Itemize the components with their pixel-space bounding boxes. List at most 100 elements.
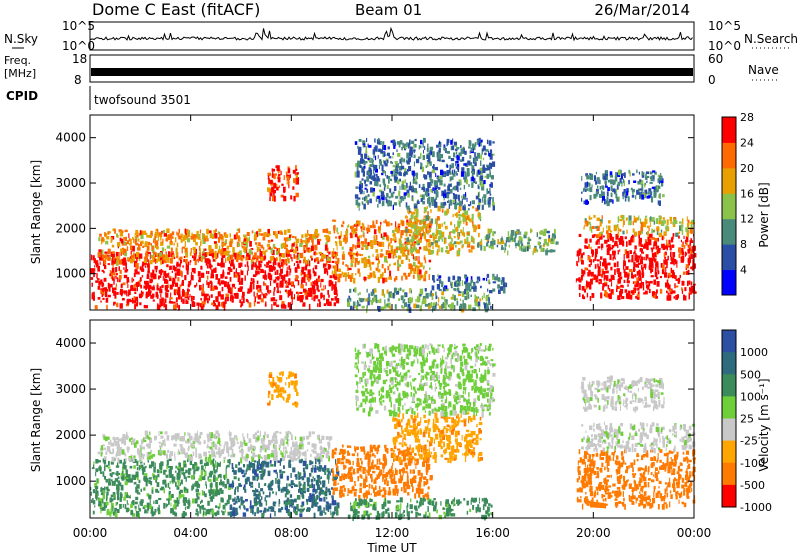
data-cell	[119, 251, 121, 258]
data-cell	[204, 463, 206, 469]
data-cell	[301, 234, 304, 239]
data-cell	[437, 187, 441, 190]
data-cell	[672, 269, 675, 274]
data-cell	[278, 185, 281, 189]
data-cell	[118, 229, 122, 233]
data-cell	[602, 227, 604, 233]
data-cell	[555, 242, 557, 245]
data-cell	[585, 286, 588, 290]
data-cell	[200, 257, 203, 263]
data-cell	[115, 283, 117, 287]
data-cell	[217, 462, 219, 466]
data-cell	[440, 202, 444, 209]
data-cell	[431, 285, 435, 291]
data-cell	[121, 241, 125, 246]
data-cell	[617, 227, 620, 232]
data-cell	[218, 278, 221, 282]
data-cell	[424, 272, 427, 279]
data-cell	[485, 149, 489, 152]
data-cell	[335, 260, 339, 265]
data-cell	[152, 299, 155, 302]
data-cell	[267, 187, 271, 192]
data-cell	[189, 252, 192, 257]
data-cell	[260, 438, 263, 444]
data-cell	[347, 302, 351, 307]
data-cell	[212, 441, 215, 448]
data-cell	[586, 181, 588, 188]
data-cell	[383, 187, 386, 191]
data-cell	[423, 215, 427, 218]
data-cell	[317, 299, 321, 302]
data-cell	[425, 220, 426, 226]
data-cell	[150, 481, 153, 486]
data-cell	[309, 234, 313, 240]
data-cell	[108, 478, 111, 485]
data-cell	[543, 238, 547, 244]
data-cell	[474, 152, 476, 157]
data-cell	[487, 197, 490, 201]
data-cell	[194, 462, 197, 466]
data-cell	[543, 243, 545, 246]
data-cell	[173, 304, 177, 310]
data-cell	[656, 272, 658, 276]
data-cell	[409, 139, 411, 145]
data-cell	[281, 301, 285, 305]
data-cell	[300, 284, 304, 289]
data-cell	[117, 476, 120, 480]
data-cell	[95, 493, 97, 499]
data-cell	[660, 173, 662, 179]
data-cell	[597, 179, 599, 184]
data-cell	[303, 245, 305, 251]
data-cell	[110, 273, 114, 280]
data-cell	[151, 246, 154, 251]
data-cell	[510, 237, 514, 241]
data-cell	[413, 204, 418, 209]
data-cell	[101, 292, 105, 295]
data-cell	[668, 239, 671, 246]
data-cell	[307, 233, 310, 236]
data-cell	[365, 146, 367, 151]
data-cell	[132, 500, 135, 506]
data-cell	[468, 162, 473, 166]
data-cell	[395, 141, 397, 146]
data-cell	[363, 196, 366, 202]
data-cell	[380, 249, 383, 252]
data-cell	[213, 512, 217, 515]
data-cell	[188, 500, 191, 506]
data-cell	[115, 251, 119, 257]
data-cell	[613, 225, 617, 232]
data-cell	[370, 187, 374, 193]
data-cell	[179, 482, 181, 486]
data-cell	[221, 286, 224, 292]
data-cell	[278, 253, 282, 257]
data-cell	[452, 275, 456, 281]
data-cell	[439, 140, 441, 145]
data-cell	[214, 490, 218, 495]
data-cell	[654, 229, 656, 233]
data-cell	[236, 253, 239, 259]
data-cell	[272, 190, 275, 194]
data-cell	[593, 214, 596, 218]
data-cell	[193, 268, 196, 274]
data-cell	[388, 276, 391, 280]
data-cell	[263, 246, 265, 250]
data-cell	[654, 171, 657, 175]
data-cell	[122, 282, 126, 286]
data-cell	[301, 266, 305, 271]
data-cell	[286, 236, 290, 242]
data-cell	[629, 295, 633, 300]
data-cell	[200, 304, 204, 310]
data-cell	[465, 277, 467, 283]
data-cell	[578, 248, 582, 253]
data-cell	[483, 245, 486, 252]
data-cell	[392, 204, 394, 210]
data-cell	[443, 183, 446, 187]
data-cell	[428, 259, 432, 263]
data-cell	[619, 177, 622, 184]
data-cell	[584, 267, 588, 271]
data-cell	[225, 473, 228, 479]
data-cell	[206, 270, 208, 274]
data-cell	[346, 228, 348, 231]
data-cell	[307, 292, 311, 297]
